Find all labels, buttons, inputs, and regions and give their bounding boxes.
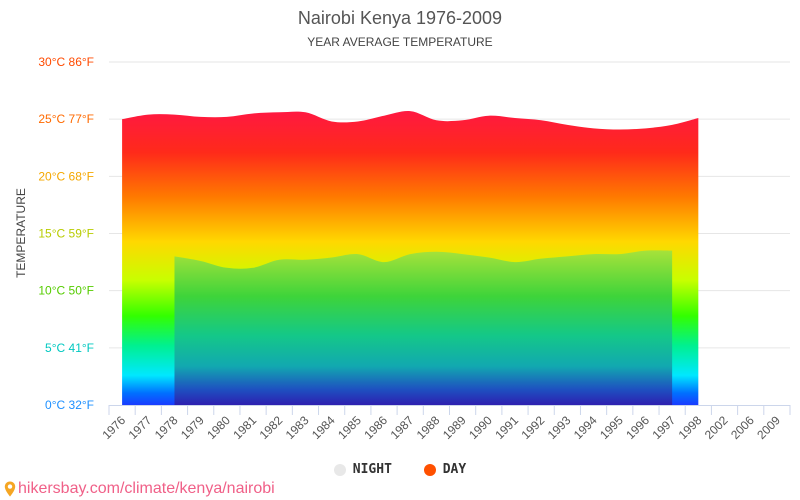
- x-tick-label: 1981: [230, 413, 259, 442]
- legend-label-night: NIGHT: [352, 462, 392, 477]
- x-tick-label: 1997: [649, 413, 678, 442]
- x-tick-label: 1992: [519, 413, 548, 442]
- legend: NIGHT DAY: [0, 462, 800, 480]
- night-dot-icon: [333, 463, 346, 476]
- x-tick-label: 2002: [702, 413, 731, 442]
- x-tick-label: 1996: [623, 413, 652, 442]
- map-pin-icon: [4, 481, 16, 497]
- x-tick-label: 1991: [492, 413, 521, 442]
- x-tick-label: 1982: [257, 413, 286, 442]
- x-tick-label: 2009: [754, 413, 783, 442]
- chart-title: Nairobi Kenya 1976-2009: [297, 8, 503, 28]
- x-tick-label: 1985: [335, 413, 364, 442]
- source-url: hikersbay.com/climate/kenya/nairobi: [18, 480, 275, 497]
- night-area: [174, 250, 673, 405]
- day-dot-icon: [423, 463, 436, 476]
- y-tick-label: 15°C 59°F: [38, 227, 94, 241]
- y-tick-label: 20°C 68°F: [38, 169, 94, 183]
- x-tick-label: 1978: [152, 413, 181, 442]
- x-tick-label: 1976: [99, 413, 128, 442]
- x-tick-label: 1998: [676, 413, 705, 442]
- y-tick-label: 5°C 41°F: [45, 341, 94, 355]
- chart-subtitle: YEAR AVERAGE TEMPERATURE: [307, 35, 493, 49]
- x-tick-label: 2006: [728, 413, 757, 442]
- x-tick-label: 1990: [466, 413, 495, 442]
- source-link[interactable]: hikersbay.com/climate/kenya/nairobi: [4, 480, 275, 498]
- x-tick-label: 1993: [545, 413, 574, 442]
- y-tick-label: 0°C 32°F: [45, 398, 94, 412]
- x-tick-label: 1995: [597, 413, 626, 442]
- legend-item-day[interactable]: DAY: [423, 462, 467, 477]
- x-tick-label: 1984: [309, 413, 338, 442]
- chart-plot: 30°C 86°F 25°C 77°F 20°C 68°F 15°C 59°F 10°C…: [38, 55, 791, 442]
- x-tick-label: 1987: [388, 413, 417, 442]
- x-tick-label: 1988: [414, 413, 443, 442]
- x-tick-label: 1994: [571, 413, 600, 442]
- x-tick-label: 1980: [204, 413, 233, 442]
- x-tick-label: 1977: [126, 413, 155, 442]
- legend-label-day: DAY: [442, 462, 467, 477]
- y-tick-label: 10°C 50°F: [38, 284, 94, 298]
- x-tick-label: 1983: [283, 413, 312, 442]
- y-tick-label: 25°C 77°F: [38, 112, 94, 126]
- x-tick-label: 1979: [178, 413, 207, 442]
- x-tick-label: 1989: [440, 413, 469, 442]
- y-tick-label: 30°C 86°F: [38, 55, 94, 69]
- legend-item-night[interactable]: NIGHT: [333, 462, 392, 477]
- x-tick-label: 1986: [361, 413, 390, 442]
